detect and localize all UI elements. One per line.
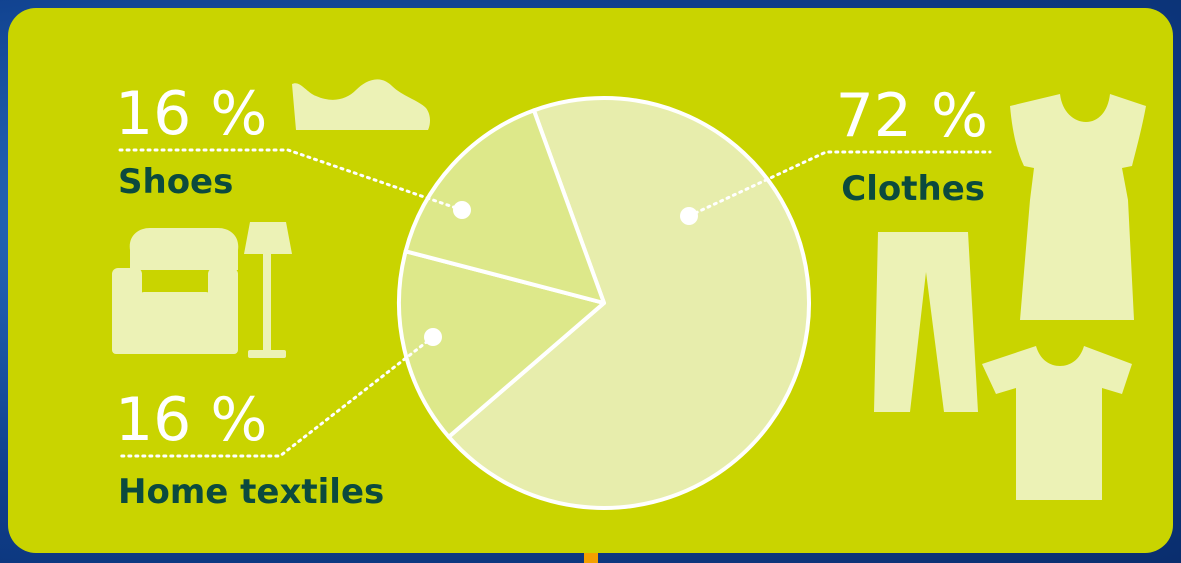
floor-lamp-icon [244,222,292,358]
label-category-shoes: Shoes [118,162,233,202]
pie-slices [397,96,811,510]
pie-slice-clothes [446,96,811,510]
label-value-shoes: 16 % [115,79,267,149]
label-category-clothes: Clothes [841,169,985,209]
dot-clothes [680,207,698,225]
orange-accent-mark [584,553,598,563]
leader-line-shoes [116,148,464,212]
label-value-home-textiles: 16 % [115,385,267,455]
label-value-clothes: 72 % [836,81,988,151]
pie-slice-shoes [403,108,606,305]
dot-home-textiles [424,328,442,346]
dress-icon [1010,94,1146,320]
armchair-icon [112,228,239,354]
pie-slice-home-textiles [397,249,606,439]
leader-line-home-textiles [116,335,435,458]
tshirt-icon [982,346,1132,500]
dot-shoes [453,201,471,219]
leader-line-clothes [687,150,992,218]
trousers-icon [874,232,978,412]
label-category-home-textiles: Home textiles [118,472,384,512]
shoe-icon [292,79,430,130]
